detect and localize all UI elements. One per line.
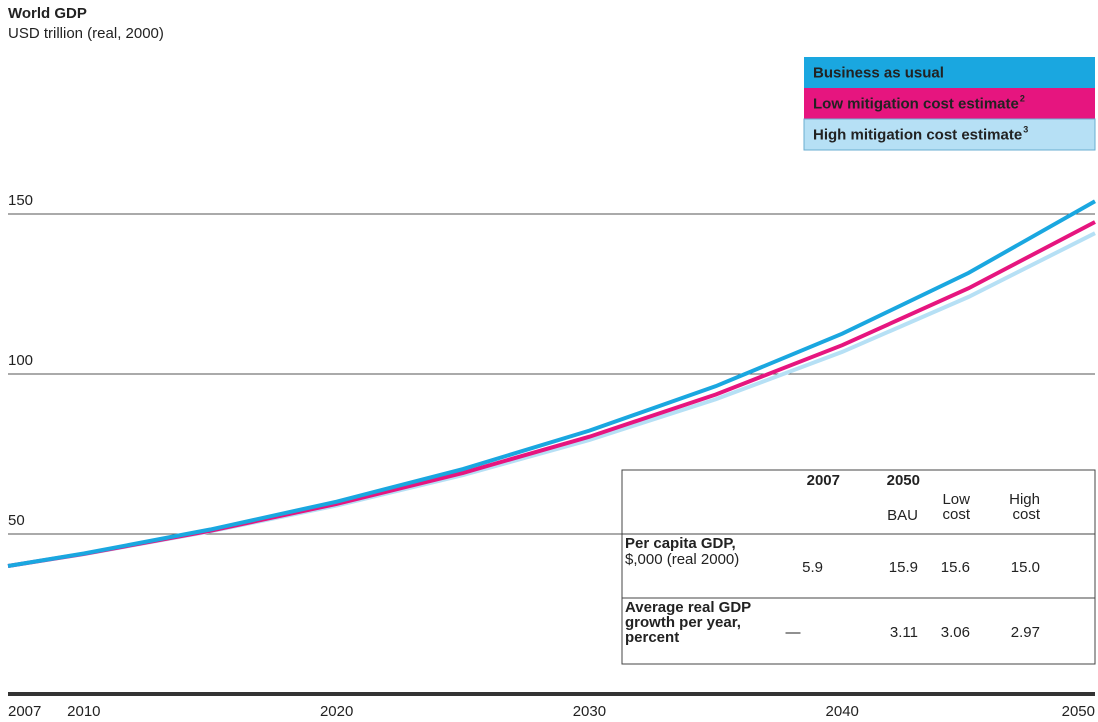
legend-note: 2 xyxy=(1020,94,1025,104)
table-subheader: BAU xyxy=(887,507,918,524)
y-tick-label: 100 xyxy=(8,352,33,369)
x-tick-label: 2030 xyxy=(573,703,606,720)
table-row-sublabel: $,000 (real 2000) xyxy=(625,551,740,568)
table-header: 2050 xyxy=(886,472,920,489)
table-row-label: Per capita GDP, xyxy=(625,535,736,552)
y-tick-label: 50 xyxy=(8,512,25,529)
y-tick-label: 150 xyxy=(8,192,33,209)
legend-swatch xyxy=(803,118,1096,151)
table-row-label: Average real GDP growth per year, percen… xyxy=(625,599,751,646)
x-tick-label: 2007 xyxy=(8,703,41,720)
legend-text: High mitigation cost estimate xyxy=(813,126,1022,143)
legend-swatch xyxy=(804,88,1095,119)
legend-label: Business as usual xyxy=(813,64,944,81)
legend-text: Low mitigation cost estimate xyxy=(813,95,1019,112)
legend-label: Low mitigation cost estimate2 xyxy=(813,94,1025,113)
table-cell: 3.11 xyxy=(889,624,918,641)
table-cell: 5.9 xyxy=(802,559,823,576)
series-line xyxy=(7,199,1096,568)
chart-title: World GDP xyxy=(8,5,87,22)
legend-text: Business as usual xyxy=(813,64,944,81)
x-tick-label: 2040 xyxy=(826,703,859,720)
table-cell: 2.97 xyxy=(1010,624,1040,641)
table-box xyxy=(621,469,1096,665)
table-header: 2007 xyxy=(806,472,840,489)
x-tick-label: 2020 xyxy=(320,703,353,720)
legend-label: High mitigation cost estimate3 xyxy=(813,125,1028,144)
table-cell: 3.06 xyxy=(940,624,970,641)
x-tick-label: 2050 xyxy=(1062,703,1095,720)
table-subheader: Low cost xyxy=(942,491,970,523)
table-cell: — xyxy=(785,624,801,641)
x-tick-label: 2010 xyxy=(67,703,100,720)
table-cell: 15.0 xyxy=(1010,559,1040,576)
table-subheader: High cost xyxy=(1009,491,1040,523)
table-cell: 15.6 xyxy=(940,559,970,576)
legend-note: 3 xyxy=(1023,125,1028,135)
legend-swatch xyxy=(804,57,1095,88)
chart-subtitle: USD trillion (real, 2000) xyxy=(8,25,164,42)
table-cell: 15.9 xyxy=(888,559,918,576)
